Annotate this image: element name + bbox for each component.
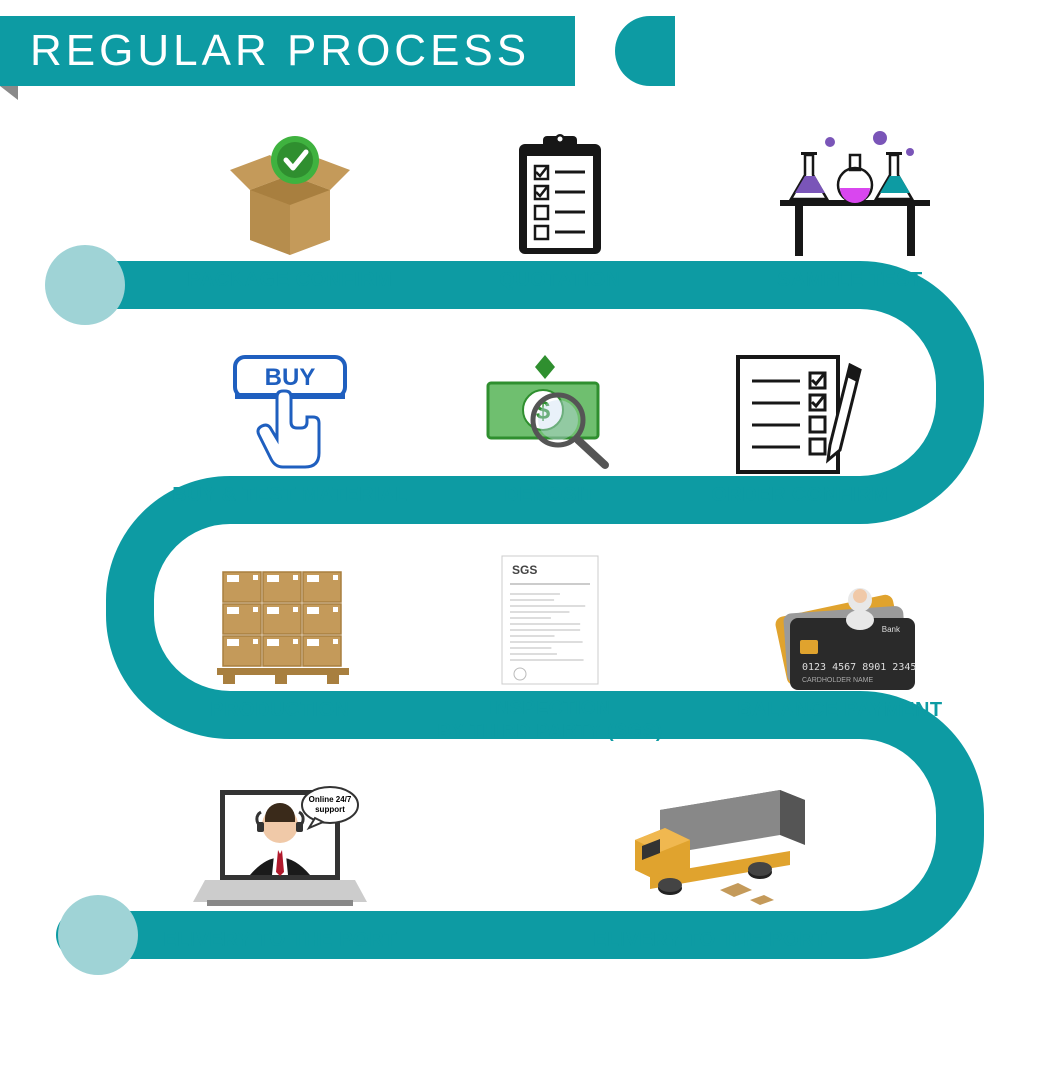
truck-icon [560, 790, 860, 920]
doc-check-icon [670, 345, 930, 475]
step-production: PRODUCTION [150, 560, 410, 722]
svg-text:Bank: Bank [882, 625, 901, 634]
credit-cards-icon: 0123 4567 8901 2345 CARDHOLDER NAME Bank [700, 560, 980, 690]
svg-text:BUY: BUY [265, 364, 316, 391]
step-label: ELIVERY TO THE PORT [560, 928, 860, 952]
lab-flasks-icon [720, 130, 980, 260]
step-label: INSPECTIONBY THIRD PARTY (SGS) [400, 698, 700, 744]
laptop-support-icon: Online 24/7 support [130, 790, 430, 920]
clipboard-icon [440, 130, 680, 260]
step-inspection: SGS INSPECTIONBY THIRD PARTY (SGS) [400, 560, 700, 744]
pallet-boxes-icon [150, 560, 410, 690]
svg-text:support: support [315, 805, 345, 814]
svg-text:SGS: SGS [512, 563, 537, 577]
step-package-confirm: PACKAGE CONFIRM [160, 130, 420, 292]
svg-text:Online 24/7: Online 24/7 [309, 795, 352, 804]
track-start-dot [45, 245, 125, 325]
step-label: QUOTATION [440, 268, 680, 292]
step-label: SAMPLE TEST [720, 268, 980, 292]
svg-text:CARDHOLDER NAME: CARDHOLDER NAME [802, 677, 874, 684]
step-balance-payment: 0123 4567 8901 2345 CARDHOLDER NAME Bank… [700, 560, 980, 722]
step-label: ELIVERY TO THE PORT [130, 928, 430, 952]
package-check-icon [160, 130, 420, 260]
step-label: BUY & TEST MATERIAL [150, 483, 430, 507]
step-deposit: $ DEPOSIT [430, 345, 670, 507]
step-quotation: QUOTATION [440, 130, 680, 292]
step-label: ORDER CONFIRM [670, 483, 930, 507]
step-label: DEPOSIT [430, 483, 670, 507]
svg-text:0123 4567 8901 2345: 0123 4567 8901 2345 [802, 662, 916, 673]
sgs-doc-icon: SGS [400, 560, 700, 690]
step-sample-test: SAMPLE TEST [720, 130, 980, 292]
buy-hand-icon: BUY [150, 345, 430, 475]
step-delivery-support: Online 24/7 support ELIVERY TO THE PORT [130, 790, 430, 952]
step-buy-test: BUY BUY & TEST MATERIAL [150, 345, 430, 507]
step-label: PRODUCTION [150, 698, 410, 722]
step-label: BALANCE PAYMENT [700, 698, 980, 722]
money-lens-icon: $ [430, 345, 670, 475]
step-label: PACKAGE CONFIRM [160, 268, 420, 292]
track-end-dot [58, 895, 138, 975]
step-order-confirm: ORDER CONFIRM [670, 345, 930, 507]
step-delivery-truck: ELIVERY TO THE PORT [560, 790, 860, 952]
